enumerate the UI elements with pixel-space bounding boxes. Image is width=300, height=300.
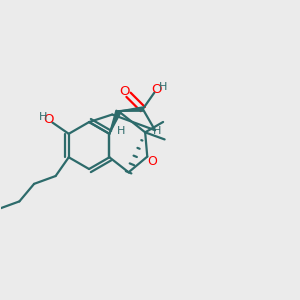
Polygon shape (110, 110, 121, 134)
Text: O: O (148, 155, 158, 169)
Text: H: H (38, 112, 47, 122)
Text: H: H (158, 82, 167, 92)
Text: H: H (116, 126, 125, 136)
Text: O: O (44, 113, 54, 126)
Text: O: O (120, 85, 130, 98)
Text: H: H (153, 126, 161, 136)
Polygon shape (118, 107, 143, 111)
Text: O: O (152, 83, 162, 96)
